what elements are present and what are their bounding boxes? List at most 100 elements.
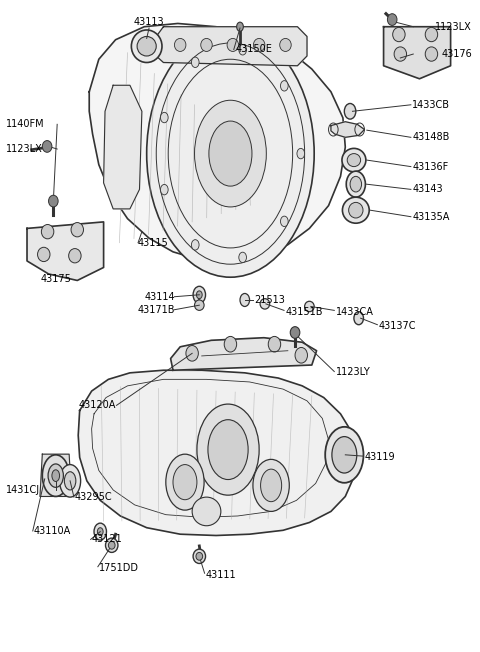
Ellipse shape	[52, 470, 60, 481]
Ellipse shape	[193, 549, 205, 563]
Ellipse shape	[106, 538, 118, 552]
Ellipse shape	[186, 346, 198, 361]
Text: 43151B: 43151B	[286, 306, 323, 317]
Text: 43120A: 43120A	[78, 400, 116, 410]
Ellipse shape	[196, 291, 202, 299]
Ellipse shape	[297, 149, 305, 159]
Ellipse shape	[137, 37, 156, 56]
Ellipse shape	[350, 176, 361, 192]
Ellipse shape	[387, 14, 397, 25]
Ellipse shape	[425, 27, 438, 42]
Ellipse shape	[261, 469, 282, 501]
Text: 43136F: 43136F	[412, 162, 448, 171]
Ellipse shape	[147, 30, 314, 277]
Ellipse shape	[41, 224, 54, 239]
Text: 43175: 43175	[40, 274, 71, 284]
Ellipse shape	[237, 22, 243, 31]
Text: 21513: 21513	[254, 295, 285, 305]
Ellipse shape	[305, 301, 314, 312]
Ellipse shape	[208, 420, 248, 479]
Ellipse shape	[224, 336, 237, 352]
Text: 1123LY: 1123LY	[336, 366, 371, 377]
Ellipse shape	[354, 312, 363, 325]
Ellipse shape	[342, 149, 366, 172]
Ellipse shape	[280, 81, 288, 91]
Text: 43171B: 43171B	[138, 304, 175, 315]
Ellipse shape	[194, 300, 204, 310]
Text: 43176: 43176	[442, 49, 472, 59]
Text: 1751DD: 1751DD	[99, 563, 139, 573]
Ellipse shape	[192, 240, 199, 250]
Ellipse shape	[108, 541, 115, 549]
Text: 1433CA: 1433CA	[336, 306, 373, 317]
Text: 43148B: 43148B	[412, 132, 450, 142]
Polygon shape	[384, 27, 451, 79]
Ellipse shape	[197, 404, 259, 495]
Ellipse shape	[48, 195, 58, 207]
Ellipse shape	[94, 523, 107, 540]
Ellipse shape	[132, 30, 162, 63]
Ellipse shape	[425, 47, 438, 61]
Ellipse shape	[60, 465, 81, 497]
Ellipse shape	[394, 47, 407, 61]
Text: 43121: 43121	[92, 535, 122, 544]
Polygon shape	[156, 27, 307, 66]
Text: 43295C: 43295C	[75, 492, 112, 502]
Text: 43119: 43119	[364, 452, 395, 462]
Ellipse shape	[71, 222, 84, 237]
Ellipse shape	[325, 427, 363, 482]
Polygon shape	[170, 338, 317, 370]
Ellipse shape	[344, 104, 356, 119]
Ellipse shape	[239, 44, 246, 55]
Text: 43110A: 43110A	[33, 526, 71, 536]
Ellipse shape	[268, 336, 281, 352]
Ellipse shape	[280, 216, 288, 226]
Ellipse shape	[48, 464, 63, 487]
Ellipse shape	[348, 202, 363, 218]
Ellipse shape	[42, 141, 52, 153]
Text: 43150E: 43150E	[235, 44, 272, 55]
Text: 1433CB: 1433CB	[412, 100, 450, 110]
Text: 1431CJ: 1431CJ	[5, 485, 40, 495]
Text: 43143: 43143	[412, 185, 443, 194]
Polygon shape	[89, 23, 345, 261]
Ellipse shape	[42, 455, 69, 496]
Ellipse shape	[192, 497, 221, 526]
Text: 1140FM: 1140FM	[5, 119, 44, 129]
Text: 43137C: 43137C	[379, 321, 416, 331]
Ellipse shape	[280, 38, 291, 52]
Ellipse shape	[260, 299, 270, 309]
Ellipse shape	[37, 247, 50, 261]
Ellipse shape	[173, 465, 197, 499]
Ellipse shape	[227, 38, 239, 52]
Polygon shape	[78, 370, 356, 535]
Polygon shape	[104, 85, 142, 209]
Ellipse shape	[192, 57, 199, 68]
Ellipse shape	[201, 38, 212, 52]
Ellipse shape	[253, 460, 289, 511]
Text: 1123LX: 1123LX	[5, 144, 42, 154]
Ellipse shape	[239, 252, 246, 263]
Text: 43135A: 43135A	[412, 212, 450, 222]
Polygon shape	[40, 454, 72, 496]
Ellipse shape	[295, 348, 308, 363]
Ellipse shape	[196, 552, 203, 560]
Text: 43113: 43113	[134, 17, 164, 27]
Ellipse shape	[69, 248, 81, 263]
Ellipse shape	[393, 27, 405, 42]
Ellipse shape	[193, 286, 205, 303]
Ellipse shape	[97, 527, 103, 535]
Ellipse shape	[290, 327, 300, 338]
Text: 1123LX: 1123LX	[435, 22, 472, 32]
Text: 43114: 43114	[145, 291, 175, 302]
Ellipse shape	[160, 185, 168, 195]
Ellipse shape	[253, 38, 265, 52]
Ellipse shape	[174, 38, 186, 52]
Ellipse shape	[332, 437, 357, 473]
Ellipse shape	[346, 171, 365, 197]
Ellipse shape	[209, 121, 252, 186]
Ellipse shape	[194, 100, 266, 207]
Polygon shape	[27, 222, 104, 280]
Text: 43111: 43111	[205, 570, 236, 580]
Ellipse shape	[166, 454, 204, 510]
